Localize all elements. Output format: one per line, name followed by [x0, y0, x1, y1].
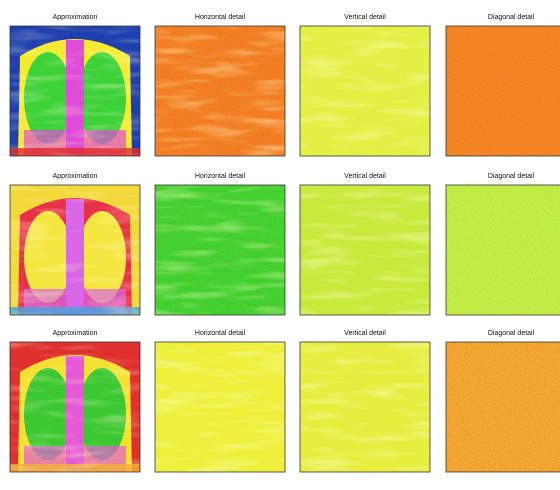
- texture: [300, 185, 430, 315]
- panel-image: [154, 184, 286, 316]
- image-frame: [9, 25, 141, 157]
- panel-title: Vertical detail: [344, 173, 386, 180]
- image-frame: [9, 341, 141, 473]
- image-frame: [299, 341, 431, 473]
- panel-image: [299, 25, 431, 157]
- image-frame: [299, 184, 431, 316]
- panel-image: [9, 25, 141, 157]
- texture: [446, 342, 560, 472]
- panel-image: [445, 184, 560, 316]
- panel-title: Diagonal detail: [488, 173, 535, 180]
- texture: [446, 185, 560, 315]
- texture: [300, 342, 430, 472]
- panel-image: [9, 184, 141, 316]
- image-frame: [445, 25, 560, 157]
- panel-title: Horizontal detail: [195, 173, 246, 180]
- texture: [446, 26, 560, 156]
- panel-title: Vertical detail: [344, 330, 386, 337]
- panel-title: Vertical detail: [344, 14, 386, 21]
- panel-image: [299, 184, 431, 316]
- texture: [10, 342, 140, 472]
- texture: [10, 26, 140, 156]
- panel-title: Horizontal detail: [195, 14, 246, 21]
- image-frame: [154, 341, 286, 473]
- image-frame: [154, 25, 286, 157]
- panel-title: Approximation: [53, 330, 98, 337]
- image-frame: [445, 341, 560, 473]
- texture: [155, 185, 285, 315]
- panel-title: Approximation: [53, 14, 98, 21]
- panel-image: [445, 25, 560, 157]
- image-frame: [154, 184, 286, 316]
- panel-title: Diagonal detail: [488, 14, 535, 21]
- panel-title: Approximation: [53, 173, 98, 180]
- image-frame: [9, 184, 141, 316]
- panel-image: [445, 341, 560, 473]
- panel-image: [154, 341, 286, 473]
- image-frame: [299, 25, 431, 157]
- image-frame: [445, 184, 560, 316]
- texture: [155, 342, 285, 472]
- panel-title: Diagonal detail: [488, 330, 535, 337]
- texture: [155, 26, 285, 156]
- panel-title: Horizontal detail: [195, 330, 246, 337]
- panel-image: [299, 341, 431, 473]
- panel-image: [9, 341, 141, 473]
- texture: [10, 185, 140, 315]
- texture: [300, 26, 430, 156]
- panel-image: [154, 25, 286, 157]
